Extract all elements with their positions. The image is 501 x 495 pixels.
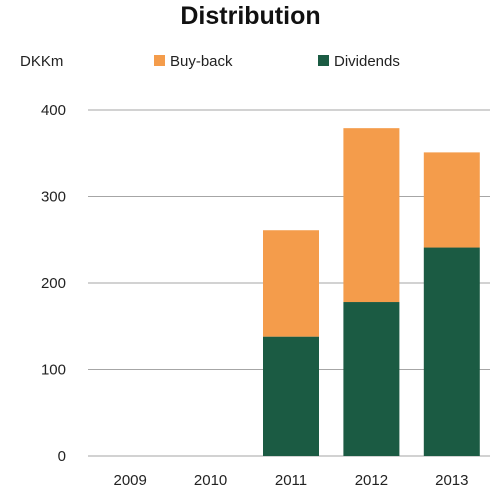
x-axis-ticks: 2009 2010 2011 2012 2013 [114,472,469,489]
legend-swatch [154,55,165,66]
legend-label: Buy-back [170,53,233,70]
y-tick-label: 100 [41,362,66,379]
bars [263,128,480,456]
legend-label: Dividends [334,53,400,70]
x-tick-label: 2013 [435,472,468,489]
y-tick-label: 300 [41,189,66,206]
x-tick-label: 2011 [275,472,307,489]
bar-dividends-2013 [423,247,480,456]
bar-dividends-2011 [263,336,319,456]
y-tick-label: 400 [41,102,66,119]
y-axis-ticks: 0 100 200 300 400 [41,102,66,465]
bar-buy-back-2013 [423,152,480,248]
x-tick-label: 2010 [194,472,227,489]
x-tick-label: 2009 [114,472,147,489]
legend-swatch [318,55,329,66]
bar-dividends-2012 [343,302,400,456]
x-tick-label: 2012 [355,472,388,489]
bar-buy-back-2011 [263,230,319,337]
chart-title: Distribution [180,2,321,30]
y-unit-label: DKKm [20,53,63,70]
bar-buy-back-2012 [343,128,400,303]
y-tick-label: 200 [41,275,66,292]
legend: Buy-back Dividends [154,53,400,70]
y-tick-label: 0 [58,448,66,465]
